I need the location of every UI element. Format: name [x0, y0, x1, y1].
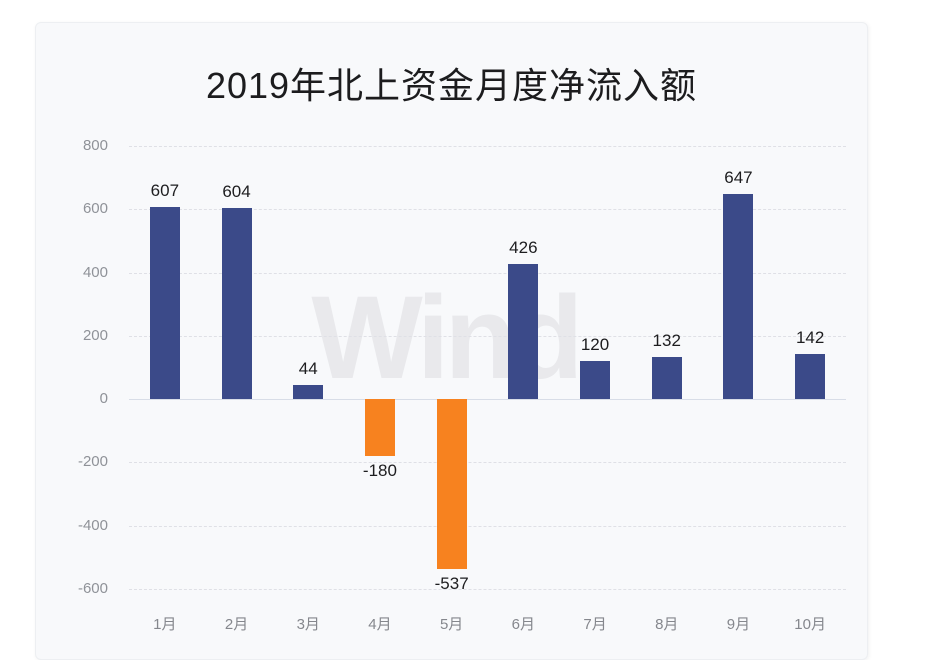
y-tick-label-600: 600: [82, 200, 108, 218]
x-tick-label-4月: 4月: [368, 616, 392, 633]
x-tick-label-2月: 2月: [224, 616, 249, 633]
bar-value-label-1月: 607: [150, 181, 180, 201]
x-tick-label-5月: 5月: [439, 616, 464, 633]
y-tick-label--600: -600: [77, 580, 108, 597]
chart-card: 2019年北上资金月度净流入额 Wind 607 604 44 -180 -537 426…: [35, 22, 868, 660]
y-tick-label--200: -200: [77, 453, 108, 471]
gridline-600: [129, 209, 846, 211]
x-tick-label-9月: 9月: [726, 616, 751, 633]
x-tick-label-8月: 8月: [655, 616, 679, 633]
gridline-800: [129, 146, 846, 147]
x-tick-label-1月: 1月: [153, 616, 177, 633]
gridline-200: [129, 335, 846, 337]
bar-9月: [723, 194, 754, 400]
bar-1月: [149, 207, 180, 400]
bar-7月: [580, 361, 611, 400]
x-tick-label-3月: 3月: [296, 616, 320, 633]
bar-5月: [436, 399, 467, 570]
bar-value-label-7月: 120: [580, 335, 610, 355]
gridline--200: [129, 462, 846, 464]
bar-value-label-3月: 44: [298, 359, 318, 379]
gridline--400: [129, 525, 846, 527]
bar-value-label-5月: -537: [434, 574, 469, 594]
x-tick-label-7月: 7月: [583, 616, 607, 633]
y-tick-label-400: 400: [82, 263, 108, 281]
bar-2月: [221, 208, 252, 400]
bar-value-label-8月: 132: [652, 331, 681, 351]
y-tick-label--400: -400: [77, 516, 108, 534]
x-tick-label-10月: 10月: [794, 616, 826, 633]
bar-value-label-4月: -180: [362, 461, 397, 481]
bar-10月: [795, 354, 826, 400]
bar-value-label-2月: 604: [222, 182, 251, 202]
chart-title: 2019年北上资金月度净流入额: [205, 65, 698, 106]
y-tick-label-200: 200: [82, 326, 108, 344]
x-tick-label-6月: 6月: [511, 616, 536, 633]
bar-4月: [364, 399, 395, 457]
zero-axis-line: [129, 399, 846, 401]
gridline-400: [129, 272, 846, 274]
bar-value-label-6月: 426: [509, 238, 538, 258]
plot-area: Wind 607 604 44 -180 -537 426 120 132 647 142: [129, 146, 846, 593]
bar-8月: [651, 357, 682, 400]
wind-watermark: Wind: [311, 272, 583, 404]
y-tick-label-0: 0: [99, 390, 108, 408]
y-tick-label-800: 800: [82, 137, 108, 154]
bar-3月: [293, 385, 324, 400]
bar-value-label-9月: 647: [724, 168, 753, 188]
bar-6月: [508, 264, 539, 400]
gridline--600: [129, 589, 846, 590]
bar-value-label-10月: 142: [795, 328, 825, 348]
